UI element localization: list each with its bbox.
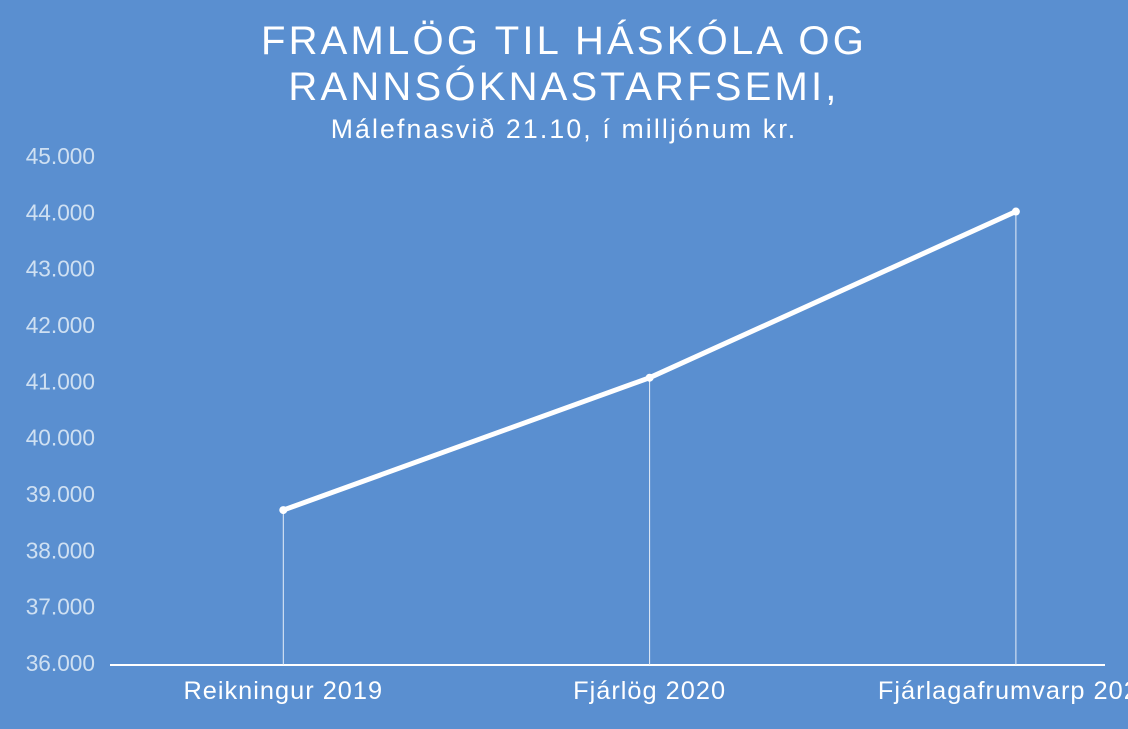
- y-tick-label: 37.000: [26, 594, 95, 620]
- series-marker: [646, 374, 654, 382]
- y-tick-label: 40.000: [26, 425, 95, 451]
- series-marker: [1012, 208, 1020, 216]
- y-tick-label: 42.000: [26, 312, 95, 338]
- y-tick-label: 45.000: [26, 143, 95, 169]
- y-tick-label: 41.000: [26, 368, 95, 394]
- y-tick-label: 36.000: [26, 650, 95, 676]
- y-tick-label: 44.000: [26, 199, 95, 225]
- chart-root: FRAMLÖG TIL HÁSKÓLA OG RANNSÓKNASTARFSEM…: [0, 0, 1128, 729]
- x-tick-label: Fjárlög 2020: [573, 677, 726, 705]
- y-tick-label: 39.000: [26, 481, 95, 507]
- y-tick-label: 38.000: [26, 537, 95, 563]
- series-marker: [279, 506, 287, 514]
- y-tick-label: 43.000: [26, 256, 95, 282]
- chart-plot: 36.000 37.000 38.000 39.000 40.000 41.000 42.0…: [0, 0, 1128, 729]
- x-tick-label: Reikningur 2019: [183, 677, 383, 705]
- x-tick-label: Fjárlagafrumvarp 2021: [878, 677, 1128, 705]
